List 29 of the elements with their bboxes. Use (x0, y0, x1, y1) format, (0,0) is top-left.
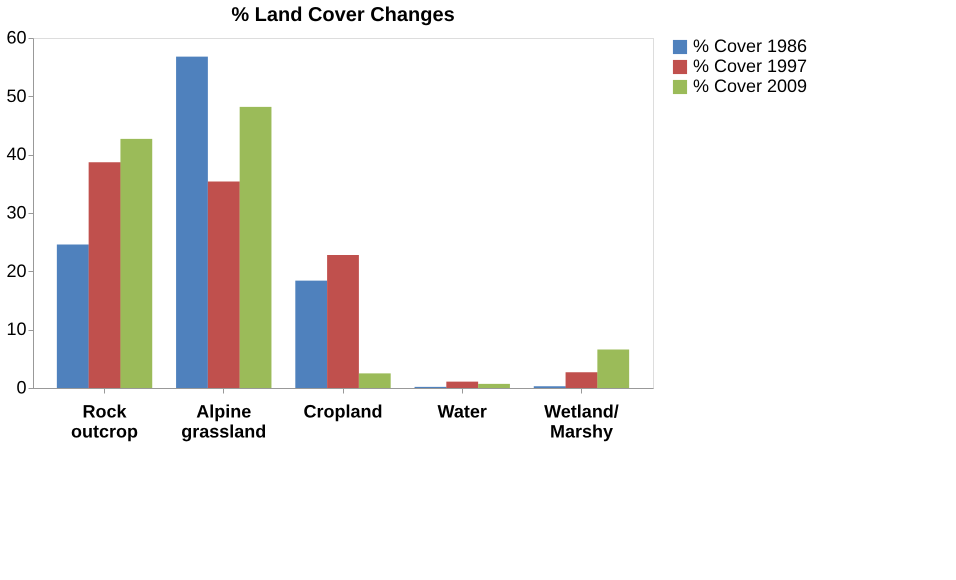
legend-label: % Cover 1986 (693, 36, 808, 56)
x-tick-label: Wetland/ Marshy (544, 402, 619, 442)
y-tick-label: 20 (6, 260, 26, 281)
bar (358, 373, 391, 388)
bar (56, 244, 89, 388)
y-tick-label: 0 (16, 378, 26, 398)
y-tick-label: 10 (6, 319, 26, 340)
bar (446, 382, 478, 388)
y-tick-label: 50 (6, 86, 26, 106)
bar (208, 182, 240, 388)
bar (597, 350, 630, 388)
y-tick-label: 30 (6, 202, 26, 222)
legend-label: % Cover 1997 (693, 56, 808, 76)
x-tick-label: Cropland (304, 402, 382, 422)
bar (176, 56, 208, 388)
x-tick-label: Rock outcrop (71, 402, 138, 442)
y-tick-label: 40 (6, 144, 26, 164)
bar (240, 106, 272, 388)
bar (327, 255, 359, 388)
bar (566, 372, 598, 388)
x-tick-label: Alpine grassland (181, 402, 266, 442)
bar (295, 280, 328, 388)
y-tick-label: 60 (6, 28, 26, 48)
bar (88, 162, 120, 388)
chart-title: % Land Cover Changes (231, 4, 455, 26)
legend-label: % Cover 2009 (693, 76, 808, 96)
bar (478, 384, 510, 388)
x-tick-label: Water (438, 402, 487, 422)
bar (120, 138, 152, 388)
